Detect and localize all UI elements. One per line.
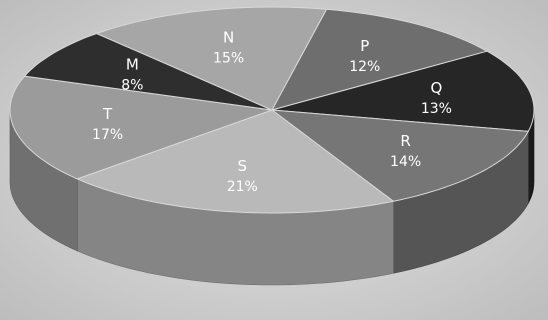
slice-value-q: 13% (421, 101, 452, 117)
slice-value-m: 8% (121, 78, 143, 94)
slice-q (271, 50, 535, 132)
pie-top (9, 6, 535, 214)
slice-s (76, 109, 394, 214)
slice-label-r: R (400, 132, 410, 150)
slice-label-m: M (126, 56, 139, 74)
pie-labels: P 12% Q 13% R 14% S 21% T 17% M 8% N 15% (92, 28, 452, 195)
slice-value-r: 14% (390, 154, 421, 170)
slice-label-s: S (238, 157, 248, 175)
slice-label-p: P (360, 37, 369, 55)
slice-value-s: 21% (227, 179, 258, 195)
slice-label-q: Q (430, 79, 442, 97)
slice-r (271, 109, 529, 202)
slice-n (96, 6, 327, 111)
slice-value-t: 17% (92, 127, 123, 143)
slice-m (24, 33, 273, 111)
slice-label-n: N (223, 28, 234, 46)
slice-label-t: T (102, 105, 113, 123)
slice-t (9, 75, 273, 180)
slice-value-n: 15% (213, 50, 244, 66)
slice-value-p: 12% (349, 59, 380, 75)
slice-p (271, 8, 488, 111)
